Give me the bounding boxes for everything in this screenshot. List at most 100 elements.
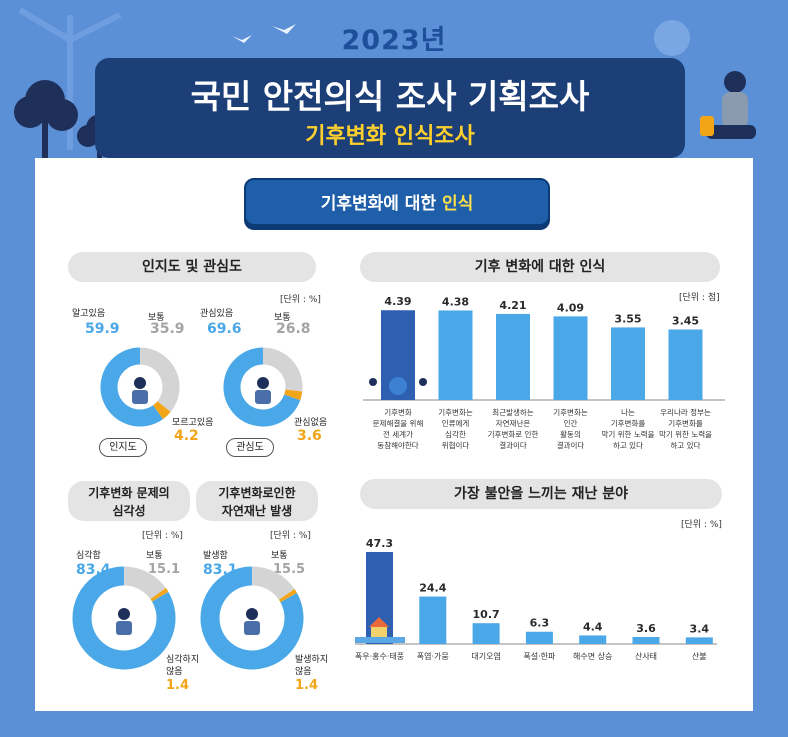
page-title: 국민 안전의식 조사 기획조사	[190, 77, 590, 116]
perception-category-label: 우리나라 정부는	[660, 407, 711, 417]
awareness-know-slice	[100, 347, 164, 427]
perception-value-label: 3.45	[672, 314, 699, 327]
perception-category-label: 막기 위한 노력을	[601, 429, 654, 439]
seriousness-unit: [단위 : %]	[142, 531, 183, 541]
perception-category-label: 결과이다	[557, 440, 585, 450]
perception-category-label: 기후변화를	[668, 419, 703, 428]
seriousness-neutral-value: 15.1	[148, 562, 181, 577]
seriousness-not-slice	[150, 588, 169, 602]
occurrence-heading-line1: 기후변화로인한	[218, 486, 296, 500]
person-icon	[257, 377, 269, 389]
page-subtitle: 기후변화 인식조사	[305, 124, 475, 149]
perception-value-label: 4.09	[557, 301, 584, 314]
interest-yes-label: 관심있음	[200, 309, 234, 319]
perception-category-label: 인간	[564, 418, 578, 428]
section-title-box	[244, 178, 550, 226]
awareness-neutral-slice	[139, 347, 180, 412]
perception-category-label: 기후변화로 인한	[488, 429, 539, 439]
perception-category-label: 막기 위한 노력을	[659, 429, 712, 439]
occurrence-heading-line2: 자연재난 발생	[221, 504, 293, 518]
survey-year: 2023년	[341, 25, 447, 56]
person-icon	[118, 608, 130, 620]
occurrence-not-value: 1.4	[295, 678, 319, 693]
perception-category-label: 위협이다	[442, 440, 470, 450]
disaster-value-label: 10.7	[473, 608, 500, 621]
awareness-unknown-slice	[152, 401, 171, 420]
perception-bar	[611, 327, 645, 400]
interest-neutral-slice	[262, 347, 303, 392]
disaster-category-label: 대기오염	[471, 652, 500, 661]
seriousness-neutral-label: 보통	[146, 551, 163, 561]
awareness-tag: 인지도	[99, 438, 147, 457]
disaster-category-label: 해수면 상승	[573, 651, 612, 661]
person-body-icon	[255, 390, 271, 404]
seriousness-not-label-line1: 심각하지	[166, 655, 200, 665]
interest-tag: 관심도	[226, 438, 274, 457]
globe-icon	[369, 377, 427, 395]
interest-yes-slice	[223, 347, 301, 427]
perception-category-label: 하고 있다	[613, 440, 643, 450]
disaster-bar	[419, 596, 447, 644]
occurrence-neutral-value: 15.5	[273, 562, 306, 577]
perception-bar	[553, 316, 588, 400]
person-body-icon	[132, 390, 148, 404]
disaster-value-label: 3.4	[690, 622, 710, 635]
perception-value-label: 3.55	[614, 312, 641, 325]
person-body-icon	[116, 621, 132, 635]
seriousness-not-value: 1.4	[166, 678, 190, 693]
disaster-value-label: 3.6	[636, 622, 656, 635]
perception-category-label: 자연재난은	[496, 419, 531, 428]
title-banner	[95, 58, 685, 158]
perception-unit: [단위 : 점]	[679, 293, 720, 303]
awareness-unknown-label: 모르고있음	[172, 418, 214, 428]
perception-category-label: 기후변화를	[611, 419, 646, 428]
person-icon	[246, 608, 258, 620]
disaster-value-label: 24.4	[419, 582, 446, 595]
disaster-bar-chart: 47.3 폭우·홍수·태풍 24.4 폭염·가뭄 10.7 대기오염 6.3 폭설·한파 4.4…	[355, 537, 717, 661]
perception-category-label: 문제해결을 위해	[373, 418, 424, 428]
disaster-value-label: 4.4	[583, 620, 603, 633]
awareness-neutral-label: 보통	[148, 313, 165, 323]
occurrence-yes-slice	[200, 566, 304, 670]
awareness-heading: 인지도 및 관심도	[68, 252, 316, 282]
section-title-highlight: 인식	[442, 194, 474, 214]
interest-yes-value: 69.6	[207, 321, 242, 337]
disaster-bar	[579, 635, 607, 644]
person-icon	[700, 71, 756, 139]
perception-category-label: 결과이다	[499, 440, 527, 450]
occurrence-not-label-line1: 발생하지	[295, 655, 329, 665]
flood-house-icon	[355, 617, 405, 643]
seriousness-serious-label: 심각함	[76, 551, 101, 561]
perception-category-label: 기후변화는	[553, 408, 588, 417]
disaster-value-label: 6.3	[530, 617, 550, 630]
perception-category-label: 기후변화	[384, 408, 412, 417]
perception-category-label: 인류에게	[442, 418, 470, 428]
section-title: 기후변화에 대한 인식	[244, 189, 550, 214]
disaster-category-label: 폭염·가뭄	[417, 652, 449, 661]
disaster-category-label: 폭설·한파	[523, 651, 556, 661]
disaster-bar	[632, 636, 660, 644]
bird-icon	[232, 24, 296, 43]
perception-category-label: 심각한	[445, 429, 466, 439]
perception-category-label: 최근발생하는	[492, 407, 533, 417]
disaster-category-label: 산사태	[635, 651, 657, 661]
perception-bar	[668, 329, 703, 400]
content-panel	[35, 158, 753, 711]
interest-no-label: 관심없음	[294, 418, 328, 428]
disaster-bar	[472, 623, 500, 644]
disaster-category-label: 폭우·홍수·태풍	[355, 651, 404, 661]
disaster-unit: [단위 : %]	[681, 520, 722, 530]
disaster-category-label: 산불	[692, 651, 707, 661]
occurrence-not-label-line2: 않음	[295, 667, 312, 677]
awareness-unknown-value: 4.2	[174, 428, 199, 444]
perception-category-label: 하고 있다	[671, 440, 701, 450]
perception-category-label: 기후변화는	[438, 408, 473, 417]
seriousness-heading-line2: 심각성	[112, 504, 146, 518]
seriousness-heading: 기후변화 문제의 심각성	[68, 481, 190, 521]
interest-no-value: 3.6	[297, 428, 322, 444]
perception-value-label: 4.21	[499, 299, 526, 312]
seriousness-neutral-slice	[123, 566, 166, 600]
interest-neutral-value: 26.8	[276, 321, 311, 337]
